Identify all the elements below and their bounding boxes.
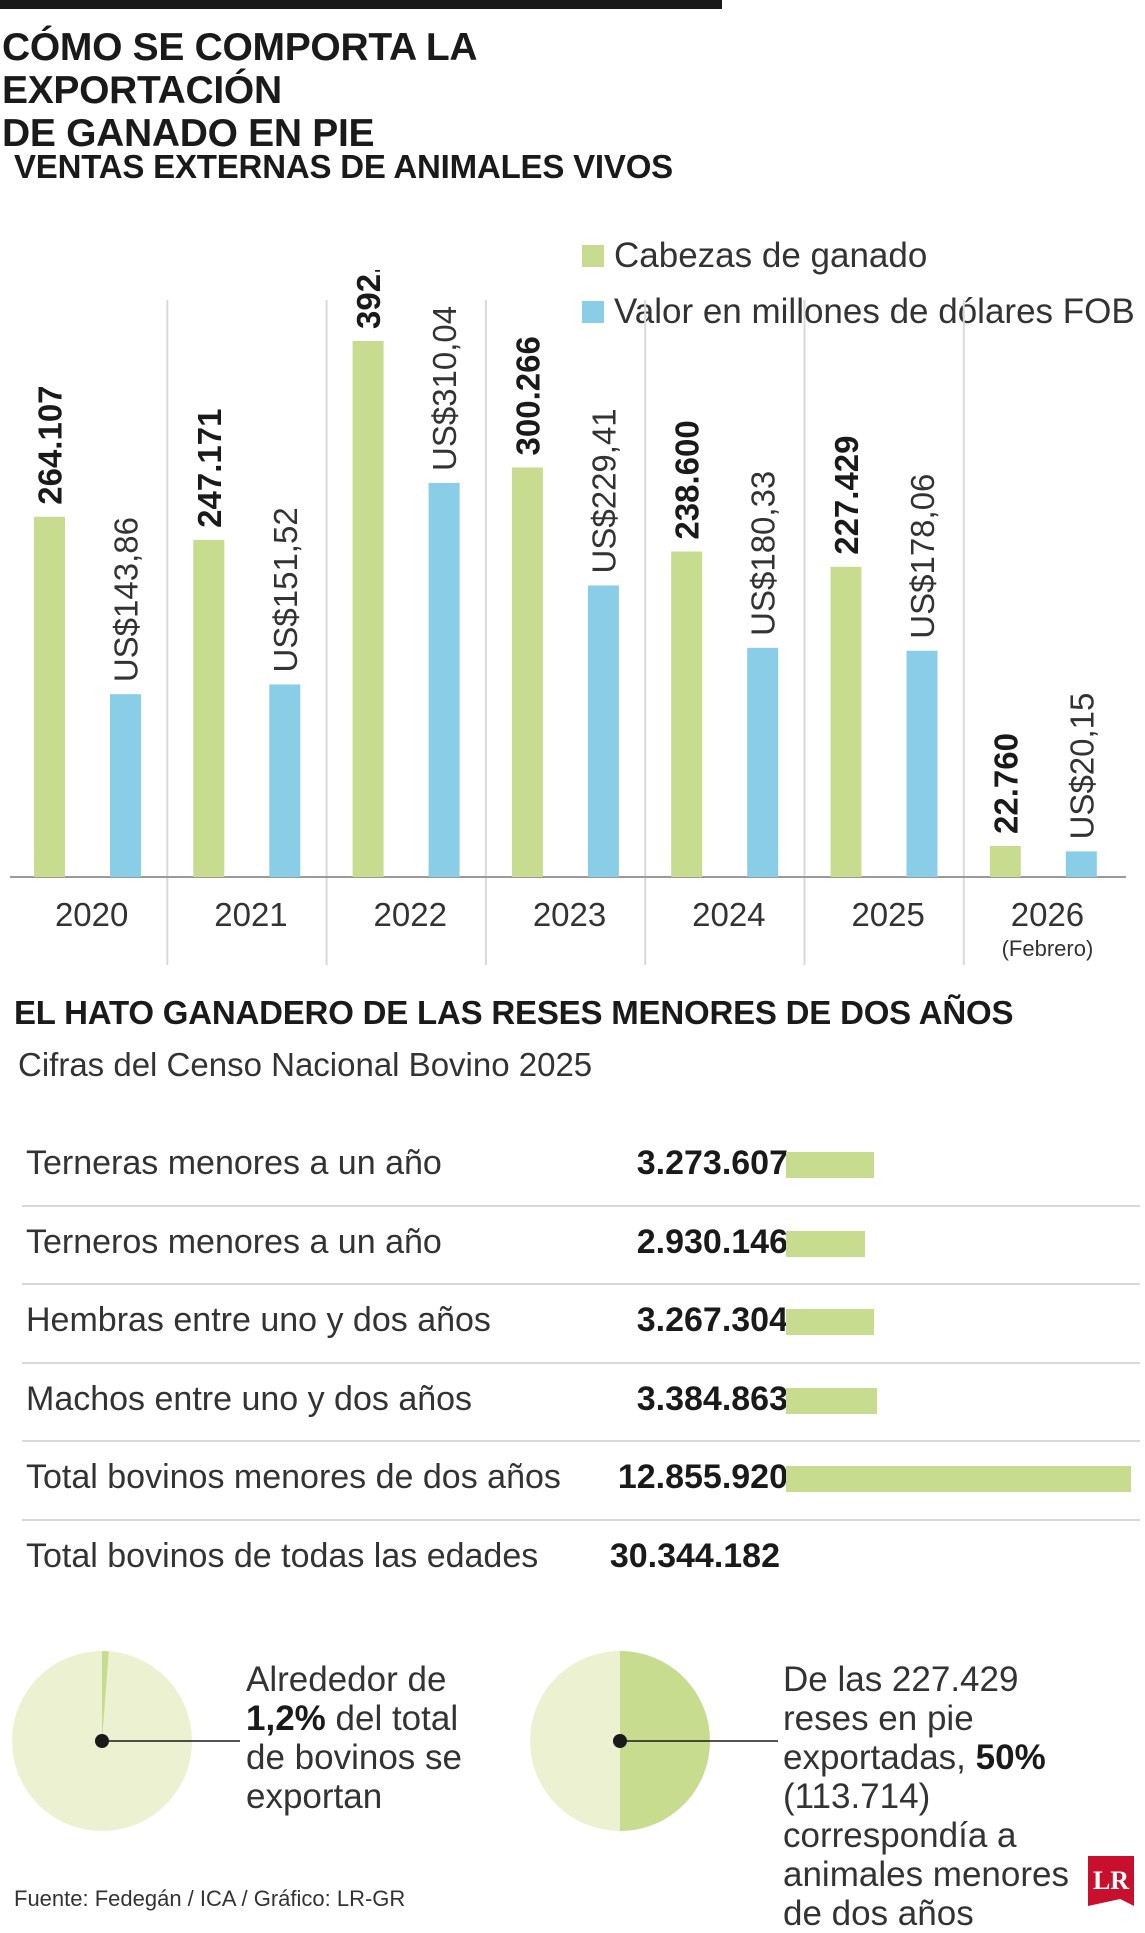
legend-item-valor: Valor en millones de dólares FOB [582,284,1135,340]
data-label-cabezas: 264.107 [32,385,69,504]
pie-2-text: De las 227.429 reses en pie exportadas, … [783,1660,1103,1933]
page-title: CÓMO SE COMPORTA LA EXPORTACIÓN DE GANAD… [2,26,762,155]
pie-1-text-bold: 1,2% [246,1699,326,1738]
bar-cabezas [989,845,1021,877]
row-label: Total bovinos menores de dos años [26,1458,561,1496]
data-label-valor: US$229,41 [585,408,622,573]
pie-1-text: Alrededor de 1,2% del total de bovinos s… [246,1660,506,1816]
row-label: Terneras menores a un año [26,1144,442,1182]
table-title: EL HATO GANADERO DE LAS RESES MENORES DE… [14,994,1014,1031]
legend-item-cabezas: Cabezas de ganado [582,228,1135,284]
data-label-cabezas: 227.429 [828,435,865,554]
table-row: Terneras menores a un año 3.273.607 [22,1128,1140,1207]
data-label-cabezas: 238.600 [669,420,706,539]
row-value: 30.344.182 [609,1536,780,1575]
table-subtitle: Cifras del Censo Nacional Bovino 2025 [18,1046,593,1083]
row-label: Hembras entre uno y dos años [26,1301,491,1339]
legend-label-cabezas: Cabezas de ganado [614,236,928,275]
legend-label-valor: Valor en millones de dólares FOB [614,292,1135,331]
row-label: Total bovinos de todas las edades [26,1536,539,1575]
pie-2-text-bold: 50% [975,1738,1046,1777]
x-tick-label: 2022 [374,896,447,933]
row-label: Machos entre uno y dos años [26,1379,473,1418]
row-bar [786,1309,874,1335]
top-rule [0,0,722,9]
row-value: 3.273.607 [636,1144,788,1182]
bar-chart: 264.107 US$143,86 2020 247.171 US$151,52 2021… [10,270,1126,965]
row-bar [786,1230,865,1257]
pie-2-text-post: (113.714) correspondía a animales menore… [783,1777,1069,1933]
data-label-valor: US$143,86 [108,517,145,682]
x-tick-label: 2023 [533,896,606,933]
table-row: Total bovinos menores de dos años 12.855… [22,1442,1140,1521]
x-tick-label: 2026 [1011,896,1084,933]
row-value: 2.930.146 [636,1222,788,1261]
data-label-cabezas: 247.171 [191,409,228,528]
title-line-2: DE GANADO EN PIE [2,112,375,155]
bar-valor [110,694,141,877]
data-label-cabezas: 392.965 [350,270,387,329]
title-line-1: CÓMO SE COMPORTA LA EXPORTACIÓN [2,26,476,112]
census-table: Terneras menores a un año 3.273.607 Tern… [22,1128,1140,1597]
row-value: 3.267.304 [636,1301,788,1339]
table-row: Hembras entre uno y dos años 3.267.304 [22,1285,1140,1364]
bar-cabezas [671,551,703,877]
table-row: Terneros menores a un año 2.930.146 [22,1207,1140,1285]
table-row: Machos entre uno y dos años 3.384.863 [22,1364,1140,1442]
pie-1-text-post: del total de bovinos se exportan [246,1699,462,1816]
pie-slice-highlight [102,1651,109,1741]
row-bar [786,1152,874,1178]
data-label-valor: US$310,04 [426,306,463,471]
legend-swatch-blue [582,301,604,323]
pie-leader-dot [613,1734,627,1748]
source-note: Fuente: Fedegán / ICA / Gráfico: LR-GR [14,1886,406,1911]
x-tick-label: 2020 [55,896,128,933]
x-tick-label: 2021 [214,896,287,933]
bar-cabezas [34,516,65,877]
row-value: 12.855.920 [617,1458,788,1496]
data-label-valor: US$20,15 [1063,693,1100,840]
bar-valor [747,647,779,877]
row-bar [786,1466,1131,1492]
row-label: Terneros menores a un año [26,1222,442,1261]
bar-valor [587,585,619,877]
bar-valor [906,650,938,877]
pie-chart-young-share [530,1651,778,1831]
bar-cabezas [193,539,225,877]
table-row: Total bovinos de todas las edades 30.344… [22,1521,1140,1598]
bar-valor [428,483,460,877]
data-label-valor: US$151,52 [267,507,304,672]
data-label-valor: US$178,06 [904,474,941,639]
pie-chart-exported-share [12,1651,240,1831]
row-value: 3.384.863 [636,1379,788,1418]
bar-valor [269,684,301,877]
bar-cabezas [352,341,384,877]
pie-leader-dot [95,1734,109,1748]
bar-cabezas [830,566,862,877]
data-label-cabezas: 300.266 [509,336,546,455]
data-label-valor: US$180,33 [745,471,782,636]
lr-logo: LR [1088,1856,1134,1906]
chart-legend: Cabezas de ganado Valor en millones de d… [582,228,1135,340]
bar-chart-title: VENTAS EXTERNAS DE ANIMALES VIVOS [14,148,673,185]
row-bar [786,1387,877,1414]
bar-valor [1065,851,1097,877]
legend-swatch-green [582,245,604,267]
x-tick-label: 2025 [851,896,924,933]
x-tick-note: (Febrero) [1002,936,1094,961]
pie-1-text-pre: Alrededor de [246,1660,447,1699]
pie-2-text-pre: De las 227.429 reses en pie exportadas, [783,1660,1019,1777]
data-label-cabezas: 22.760 [987,733,1024,834]
bar-cabezas [511,467,543,877]
x-tick-label: 2024 [692,896,765,933]
